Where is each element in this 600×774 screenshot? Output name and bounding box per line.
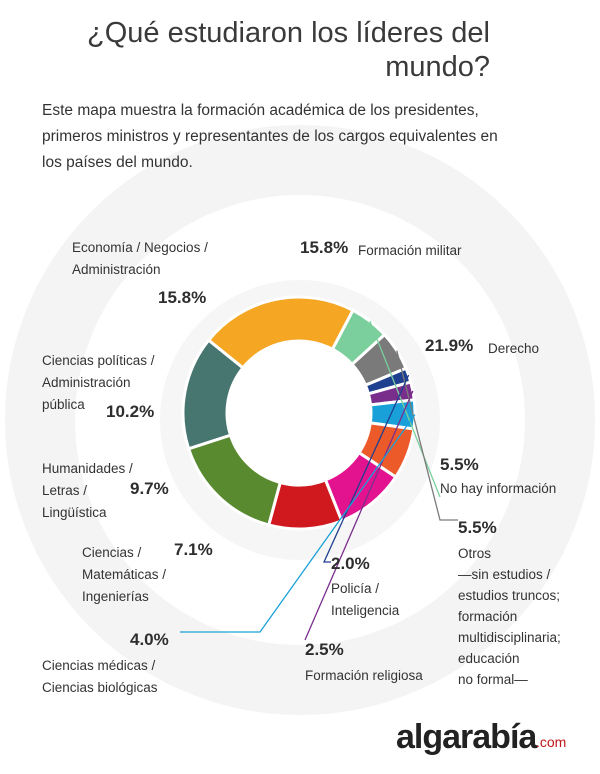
category-label-economia: Economía / Negocios / Administración (72, 240, 208, 277)
leader-line-otros (396, 350, 458, 521)
category-label-militar: Formación militar (358, 243, 462, 258)
donut-slice-derecho (206, 295, 355, 370)
donut-slice-economia (186, 433, 283, 527)
value-label-policia: 2.0% (331, 554, 370, 573)
category-label-medicas: Ciencias médicas / Ciencias biológicas (42, 658, 158, 695)
value-label-humanidades: 9.7% (130, 479, 169, 498)
value-label-otros: 5.5% (458, 518, 497, 537)
category-label-derecho: Derecho (488, 341, 540, 356)
value-label-medicas: 4.0% (130, 630, 169, 649)
leader-line-medicas (180, 414, 416, 633)
category-label-politicas: Ciencias políticas / Administración públ… (42, 353, 155, 412)
value-label-ciencias: 7.1% (174, 540, 213, 559)
brand-logo: algarabía (396, 718, 537, 756)
category-label-religiosa: Formación religiosa (305, 668, 423, 683)
value-label-no-info: 5.5% (440, 455, 479, 474)
leader-line-policia (322, 374, 410, 563)
brand-logo-tld: .com (536, 734, 567, 750)
value-label-politicas: 10.2% (106, 402, 155, 421)
category-label-otros: Otros —sin estudios / estudios truncos; … (458, 546, 561, 687)
value-label-religiosa: 2.5% (305, 640, 344, 659)
intro-text: Este mapa muestra la formación académica… (42, 102, 498, 171)
category-label-no-info: No hay información (440, 481, 557, 496)
value-label-economia: 15.8% (158, 288, 207, 307)
value-label-derecho: 21.9% (425, 336, 474, 355)
page-title: ¿Qué estudiaron los líderes del mundo? (87, 17, 490, 83)
category-label-policia: Policía / Inteligencia (331, 581, 400, 618)
category-label-humanidades: Humanidades / Letras / Lingüística (42, 461, 133, 520)
value-label-militar: 15.8% (300, 238, 349, 257)
category-label-ciencias: Ciencias / Matemáticas / Ingenierías (82, 545, 167, 604)
leader-line-religiosa (304, 390, 414, 641)
